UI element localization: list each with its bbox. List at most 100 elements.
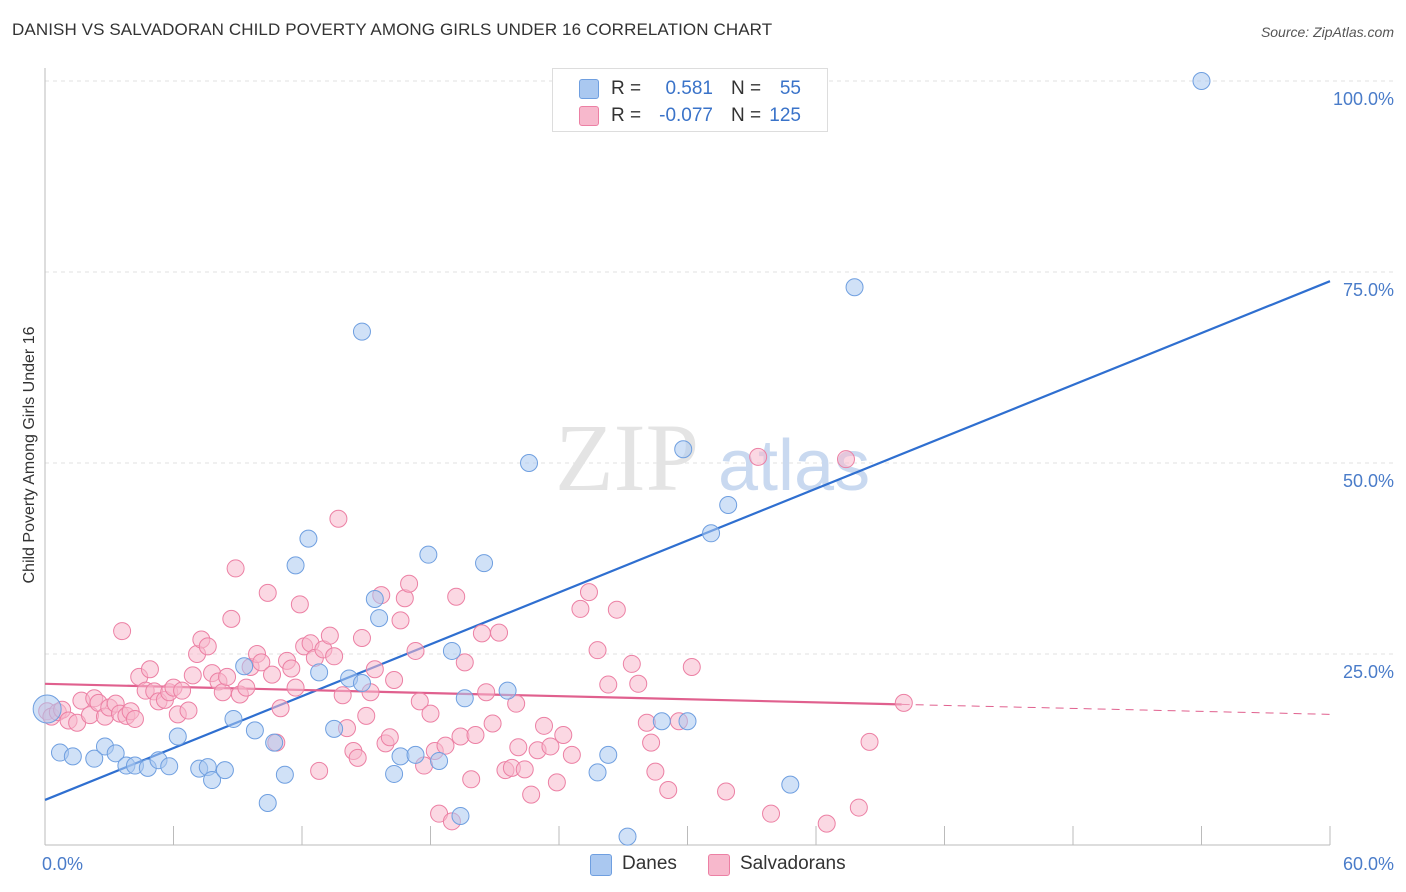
y-axis-label: Child Poverty Among Girls Under 16 xyxy=(21,326,38,583)
salvadorans-point xyxy=(290,595,309,614)
danes-point xyxy=(1192,72,1211,90)
salvadorans-point xyxy=(406,641,425,660)
salvadorans-point xyxy=(183,666,202,685)
bottom-legend-label-salvadorans: Salvadorans xyxy=(740,853,846,874)
legend-row-salvadorans: R = -0.077 N = 125 xyxy=(553,102,827,128)
salvadorans-point xyxy=(547,773,566,792)
chart-title: DANISH VS SALVADORAN CHILD POVERTY AMONG… xyxy=(12,20,773,39)
danes-point xyxy=(106,744,125,763)
y-tick-label: 50.0% xyxy=(1343,471,1394,491)
salvadorans-point xyxy=(483,714,502,733)
danes-point xyxy=(325,719,344,738)
salvadorans-point xyxy=(222,609,241,628)
salvadorans-point xyxy=(333,686,352,705)
salvadorans-point xyxy=(173,681,192,700)
salvadorans-point xyxy=(860,732,879,751)
salvadorans-point xyxy=(179,701,198,720)
danes-point xyxy=(845,278,864,297)
danes-point xyxy=(310,663,329,682)
salvadorans-point xyxy=(400,574,419,593)
salvadorans-point xyxy=(507,694,526,713)
salvadorans-point xyxy=(252,653,271,672)
salvadorans-point xyxy=(226,559,245,578)
danes-point xyxy=(299,529,318,548)
legend-swatch-danes xyxy=(579,79,599,99)
danes-point xyxy=(215,761,234,780)
salvadorans-point xyxy=(629,674,648,693)
x-tick-label: 0.0% xyxy=(42,854,83,874)
salvadorans-point xyxy=(286,678,305,697)
salvadorans-point xyxy=(571,599,590,618)
danes-point xyxy=(258,793,277,812)
salvadorans-point xyxy=(391,611,410,630)
salvadorans-point xyxy=(447,587,466,606)
salvadorans-point xyxy=(365,660,384,679)
danes-point xyxy=(475,554,494,573)
salvadorans-point xyxy=(522,785,541,804)
salvadorans-point xyxy=(682,657,701,676)
salvadorans-point xyxy=(515,760,534,779)
danes-point xyxy=(442,641,461,660)
danes-point xyxy=(168,727,187,746)
salvadorans-point xyxy=(451,727,470,746)
danes-point xyxy=(702,524,721,543)
salvadorans-point xyxy=(380,728,399,747)
salvadorans-point xyxy=(198,637,217,656)
legend-n-value: 125 xyxy=(769,105,801,126)
legend-r-value: 0.581 xyxy=(665,78,713,99)
y-tick-label: 75.0% xyxy=(1343,280,1394,300)
legend-n-label: N = xyxy=(731,105,762,126)
salvadorans-point xyxy=(348,748,367,767)
salvadorans-point xyxy=(836,450,855,469)
salvadorans-point xyxy=(271,699,290,718)
danes-point xyxy=(391,747,410,766)
gridlines xyxy=(45,80,1395,655)
salvadorans-point xyxy=(436,736,455,755)
salvadorans-point xyxy=(659,780,678,799)
salvadorans-point xyxy=(258,583,277,602)
legend-r-value: -0.077 xyxy=(659,105,713,126)
salvadorans-point xyxy=(263,665,282,684)
legend-n-value: 55 xyxy=(779,78,801,99)
salvadorans-point xyxy=(237,678,256,697)
salvadorans-point xyxy=(509,738,528,757)
danes-points xyxy=(32,72,1211,846)
danes-point xyxy=(719,496,738,515)
salvadorans-point xyxy=(325,647,344,666)
salvadorans-point xyxy=(218,667,237,686)
salvadorans-point xyxy=(541,737,560,756)
danes-point xyxy=(63,747,82,766)
danes-point xyxy=(352,322,371,341)
salvadorans-point xyxy=(646,762,665,781)
danes-point xyxy=(406,745,425,764)
bottom-legend-swatch-salvadorans xyxy=(708,854,730,876)
danes-point xyxy=(385,764,404,783)
danes-point xyxy=(652,712,671,731)
salvadorans-points xyxy=(38,447,913,833)
salvadorans-point xyxy=(113,622,132,641)
salvadorans-point xyxy=(320,626,339,645)
danes-point xyxy=(430,751,449,770)
danes-point xyxy=(352,674,371,693)
salvadorans-point xyxy=(894,693,913,712)
salvadorans-point xyxy=(329,509,348,528)
bottom-legend-swatch-danes xyxy=(590,854,612,876)
danes-point xyxy=(451,806,470,825)
danes-point xyxy=(455,689,474,708)
danes-point xyxy=(224,709,243,728)
legend-r-label: R = xyxy=(611,105,642,126)
danes-point xyxy=(203,771,222,790)
salvadorans-point xyxy=(385,670,404,689)
danes-point xyxy=(588,763,607,782)
salvadorans-point xyxy=(579,583,598,602)
salvadorans-point xyxy=(762,804,781,823)
salvadorans-point xyxy=(849,798,868,817)
danes-point xyxy=(370,609,389,628)
x-tick-label: 60.0% xyxy=(1343,854,1394,874)
danes-point xyxy=(599,745,618,764)
salvadorans-point xyxy=(554,725,573,744)
legend-swatch-salvadorans xyxy=(579,106,599,126)
salvadorans-point xyxy=(421,704,440,723)
salvadorans-point xyxy=(622,654,641,673)
danes-point xyxy=(286,556,305,575)
